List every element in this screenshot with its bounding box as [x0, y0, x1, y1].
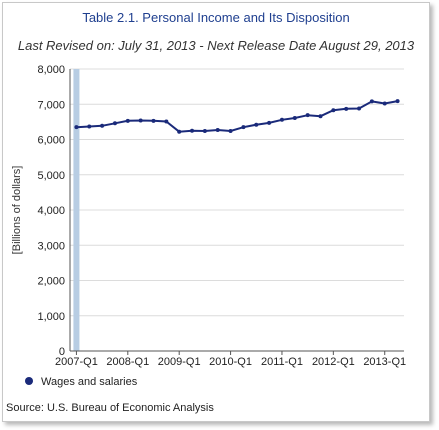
- y-tick-label: 5,000: [37, 170, 65, 182]
- data-point: [100, 123, 105, 128]
- legend-label-wages: Wages and salaries: [41, 376, 138, 388]
- y-tick-label: 1,000: [37, 311, 65, 323]
- y-tick-label: 7,000: [37, 99, 65, 111]
- x-tick-label: 2008-Q1: [106, 356, 149, 368]
- highlight-band: [73, 69, 80, 351]
- data-point: [331, 108, 336, 113]
- source-note: Source: U.S. Bureau of Economic Analysis: [6, 402, 214, 414]
- chart-title: Table 2.1. Personal Income and Its Dispo…: [82, 10, 350, 25]
- data-point: [202, 129, 207, 134]
- x-tick-label: 2007-Q1: [55, 356, 98, 368]
- data-point: [279, 117, 284, 122]
- data-point: [125, 118, 130, 123]
- y-axis-label: [Billions of dollars]: [11, 166, 23, 255]
- y-tick-label: 4,000: [37, 205, 65, 217]
- chart-subtitle: Last Revised on: July 31, 2013 - Next Re…: [17, 38, 415, 53]
- data-point: [164, 119, 169, 124]
- y-tick-label: 6,000: [37, 135, 65, 147]
- y-tick-label: 0: [59, 346, 65, 358]
- y-tick-label: 8,000: [37, 64, 65, 76]
- data-point: [241, 125, 246, 130]
- y-tick-label: 2,000: [37, 276, 65, 288]
- series-line: [76, 100, 398, 133]
- data-point: [74, 125, 79, 130]
- data-point: [357, 106, 362, 111]
- data-point: [87, 124, 92, 129]
- data-point: [112, 121, 117, 126]
- chart-frame: Table 2.1. Personal Income and Its Dispo…: [2, 2, 430, 422]
- data-point: [369, 99, 374, 104]
- x-tick-label: 2011-Q1: [261, 356, 303, 368]
- data-point: [151, 118, 156, 123]
- data-point: [344, 106, 349, 111]
- x-tick-label: 2013-Q1: [363, 356, 406, 368]
- data-point: [228, 129, 233, 134]
- data-point: [215, 127, 220, 132]
- series-points: [74, 99, 400, 134]
- data-point: [138, 118, 143, 123]
- y-tick-label: 3,000: [37, 240, 65, 252]
- x-tick-label: 2010-Q1: [209, 356, 252, 368]
- x-tick-label: 2012-Q1: [312, 356, 355, 368]
- data-point: [395, 99, 400, 104]
- data-point: [382, 101, 387, 106]
- series-lines: [76, 100, 398, 133]
- highlight-bar: [73, 69, 80, 351]
- data-point: [267, 120, 272, 125]
- data-point: [190, 128, 195, 133]
- axes: [69, 69, 404, 355]
- x-tick-label: 2009-Q1: [158, 356, 201, 368]
- data-point: [292, 115, 297, 120]
- data-point: [177, 129, 182, 134]
- legend-marker-wages: [25, 377, 33, 385]
- gridlines: [70, 68, 404, 317]
- data-point: [305, 113, 310, 118]
- x-tick-labels: 2007-Q1 2008-Q1 2009-Q1 2010-Q1 2011-Q1 2012-…: [55, 356, 406, 368]
- data-point: [318, 114, 323, 119]
- data-point: [254, 122, 259, 127]
- y-tick-labels: 0 1,000 2,000 3,000 4,000 5,000 6,000 7,000 8,00…: [37, 64, 65, 358]
- legend: Wages and salaries: [25, 376, 138, 388]
